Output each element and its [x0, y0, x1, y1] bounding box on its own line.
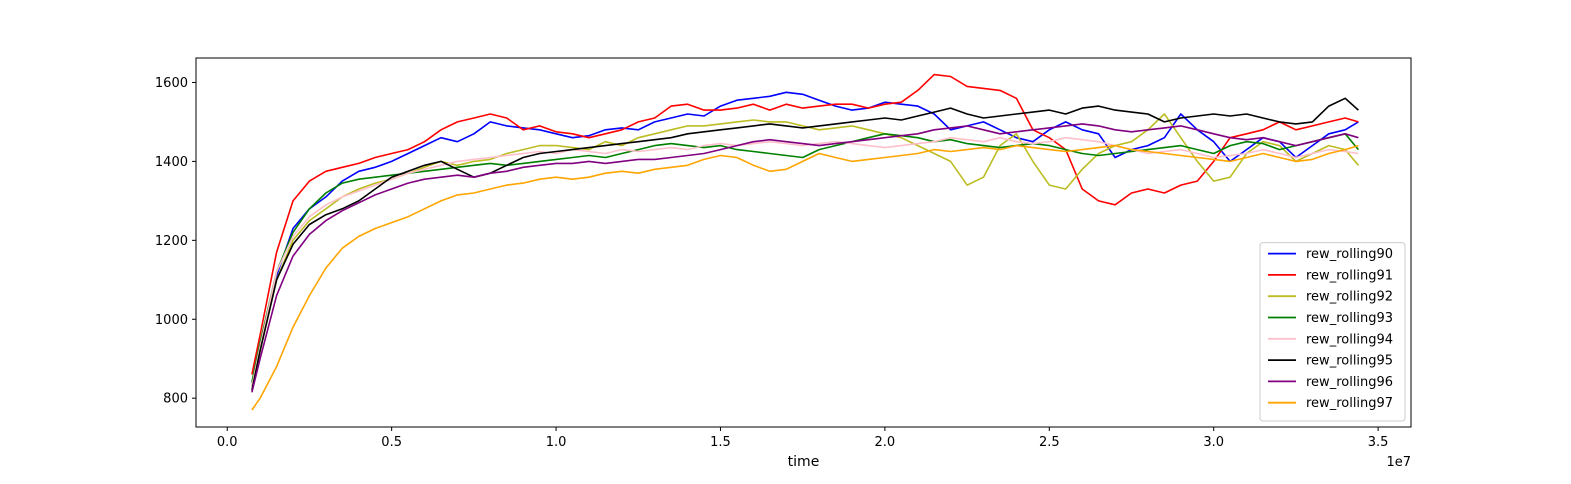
series-line-rew_rolling93 [251, 133, 1360, 383]
legend-label: rew_rolling94 [1306, 332, 1393, 347]
legend-label: rew_rolling96 [1306, 375, 1393, 390]
y-tick-label: 1200 [155, 234, 188, 249]
legend-label: rew_rolling93 [1306, 311, 1393, 326]
x-tick-label: 0.5 [381, 435, 402, 450]
x-tick-label: 2.5 [1039, 435, 1060, 450]
x-axis-label: time [788, 454, 820, 470]
series-line-rew_rolling94 [251, 136, 1359, 387]
y-tick-label: 1000 [155, 313, 188, 328]
x-tick-label: 1.5 [710, 435, 731, 450]
axes: 0.0 0.5 1.0 1.5 2.0 2.5 3.0 3.5 800 1000 1200 1400 1… [155, 57, 1412, 450]
y-tick-label: 1600 [155, 76, 188, 91]
series-line-rew_rolling90 [251, 91, 1359, 387]
legend-label: rew_rolling97 [1306, 396, 1393, 411]
axes-frame [195, 57, 1412, 428]
legend-label: rew_rolling92 [1306, 290, 1393, 305]
x-tick-label: 2.0 [875, 435, 896, 450]
plot-area [251, 73, 1360, 411]
series-line-rew_rolling91 [251, 73, 1359, 375]
legend: rew_rolling90 rew_rolling91 rew_rolling92r… [1259, 242, 1406, 422]
series-line-rew_rolling96 [251, 123, 1359, 393]
x-tick-label: 3.5 [1368, 435, 1389, 450]
x-axis-offset-label: 1e7 [1386, 455, 1411, 470]
y-tick-label: 1400 [155, 155, 188, 170]
series-line-rew_rolling92 [251, 113, 1360, 387]
legend-label: rew_rolling91 [1306, 268, 1393, 283]
y-tick-label: 800 [163, 392, 188, 407]
x-tick-label: 3.0 [1203, 435, 1224, 450]
x-tick-label: 0.0 [217, 435, 238, 450]
series-line-rew_rolling95 [251, 97, 1359, 391]
series-line-rew_rolling97 [251, 144, 1359, 411]
legend-box [1259, 242, 1406, 422]
x-tick-label: 1.0 [546, 435, 567, 450]
legend-label: rew_rolling95 [1306, 354, 1393, 369]
legend-label: rew_rolling90 [1306, 247, 1393, 262]
